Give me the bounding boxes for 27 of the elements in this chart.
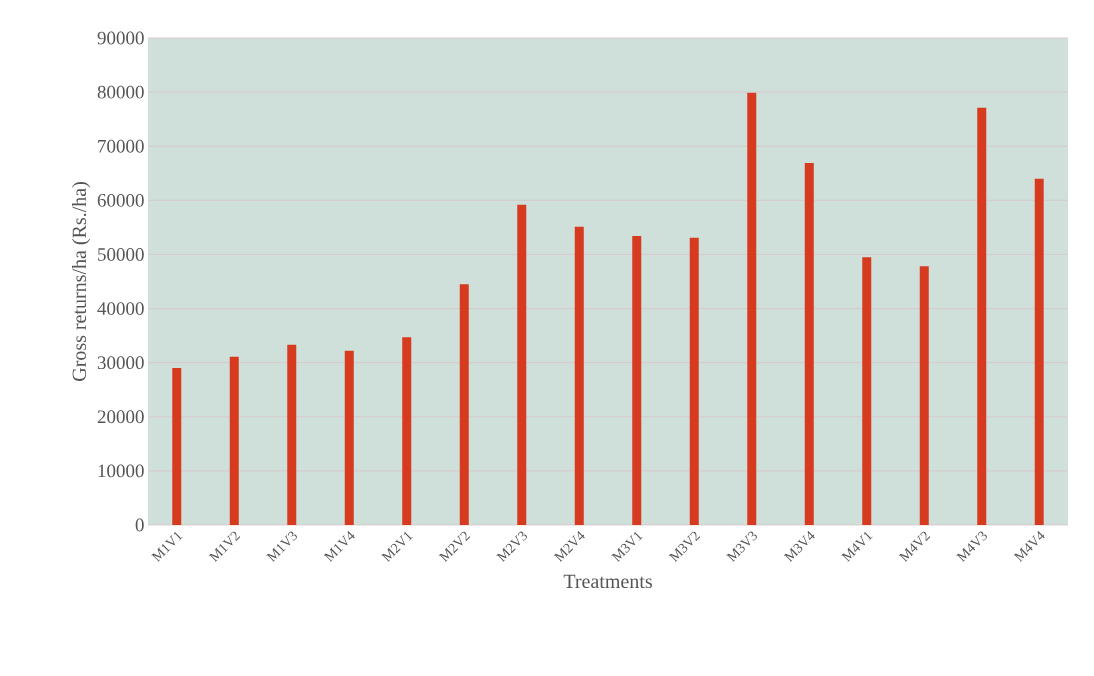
x-axis-title: Treatments (563, 574, 652, 589)
bar (344, 350, 354, 525)
y-tick-label: 30000 (97, 356, 144, 370)
y-tick-label: 40000 (97, 302, 144, 315)
bar (977, 107, 987, 525)
bar (459, 284, 469, 525)
bar (402, 337, 412, 525)
y-tick-label: 20000 (97, 410, 144, 424)
y-tick-label: 50000 (98, 248, 144, 261)
y-tick-label: 10000 (98, 464, 144, 478)
y-axis-title: Gross returns/ha (Rs./ha) (71, 182, 91, 381)
bar (229, 356, 239, 525)
bar (517, 204, 527, 525)
bar (804, 162, 814, 525)
bar (172, 368, 182, 525)
bar (689, 237, 699, 525)
bar (747, 92, 757, 525)
y-tick-label: 90000 (97, 31, 144, 45)
y-tick-label: 80000 (97, 85, 144, 99)
bar (919, 266, 929, 525)
y-tick-label: 70000 (98, 139, 144, 153)
y-tick-label: 0 (135, 518, 144, 532)
bar (574, 226, 584, 525)
bar (632, 236, 642, 525)
bar (287, 344, 297, 525)
bar (862, 257, 872, 525)
y-tick-label: 60000 (97, 193, 144, 207)
